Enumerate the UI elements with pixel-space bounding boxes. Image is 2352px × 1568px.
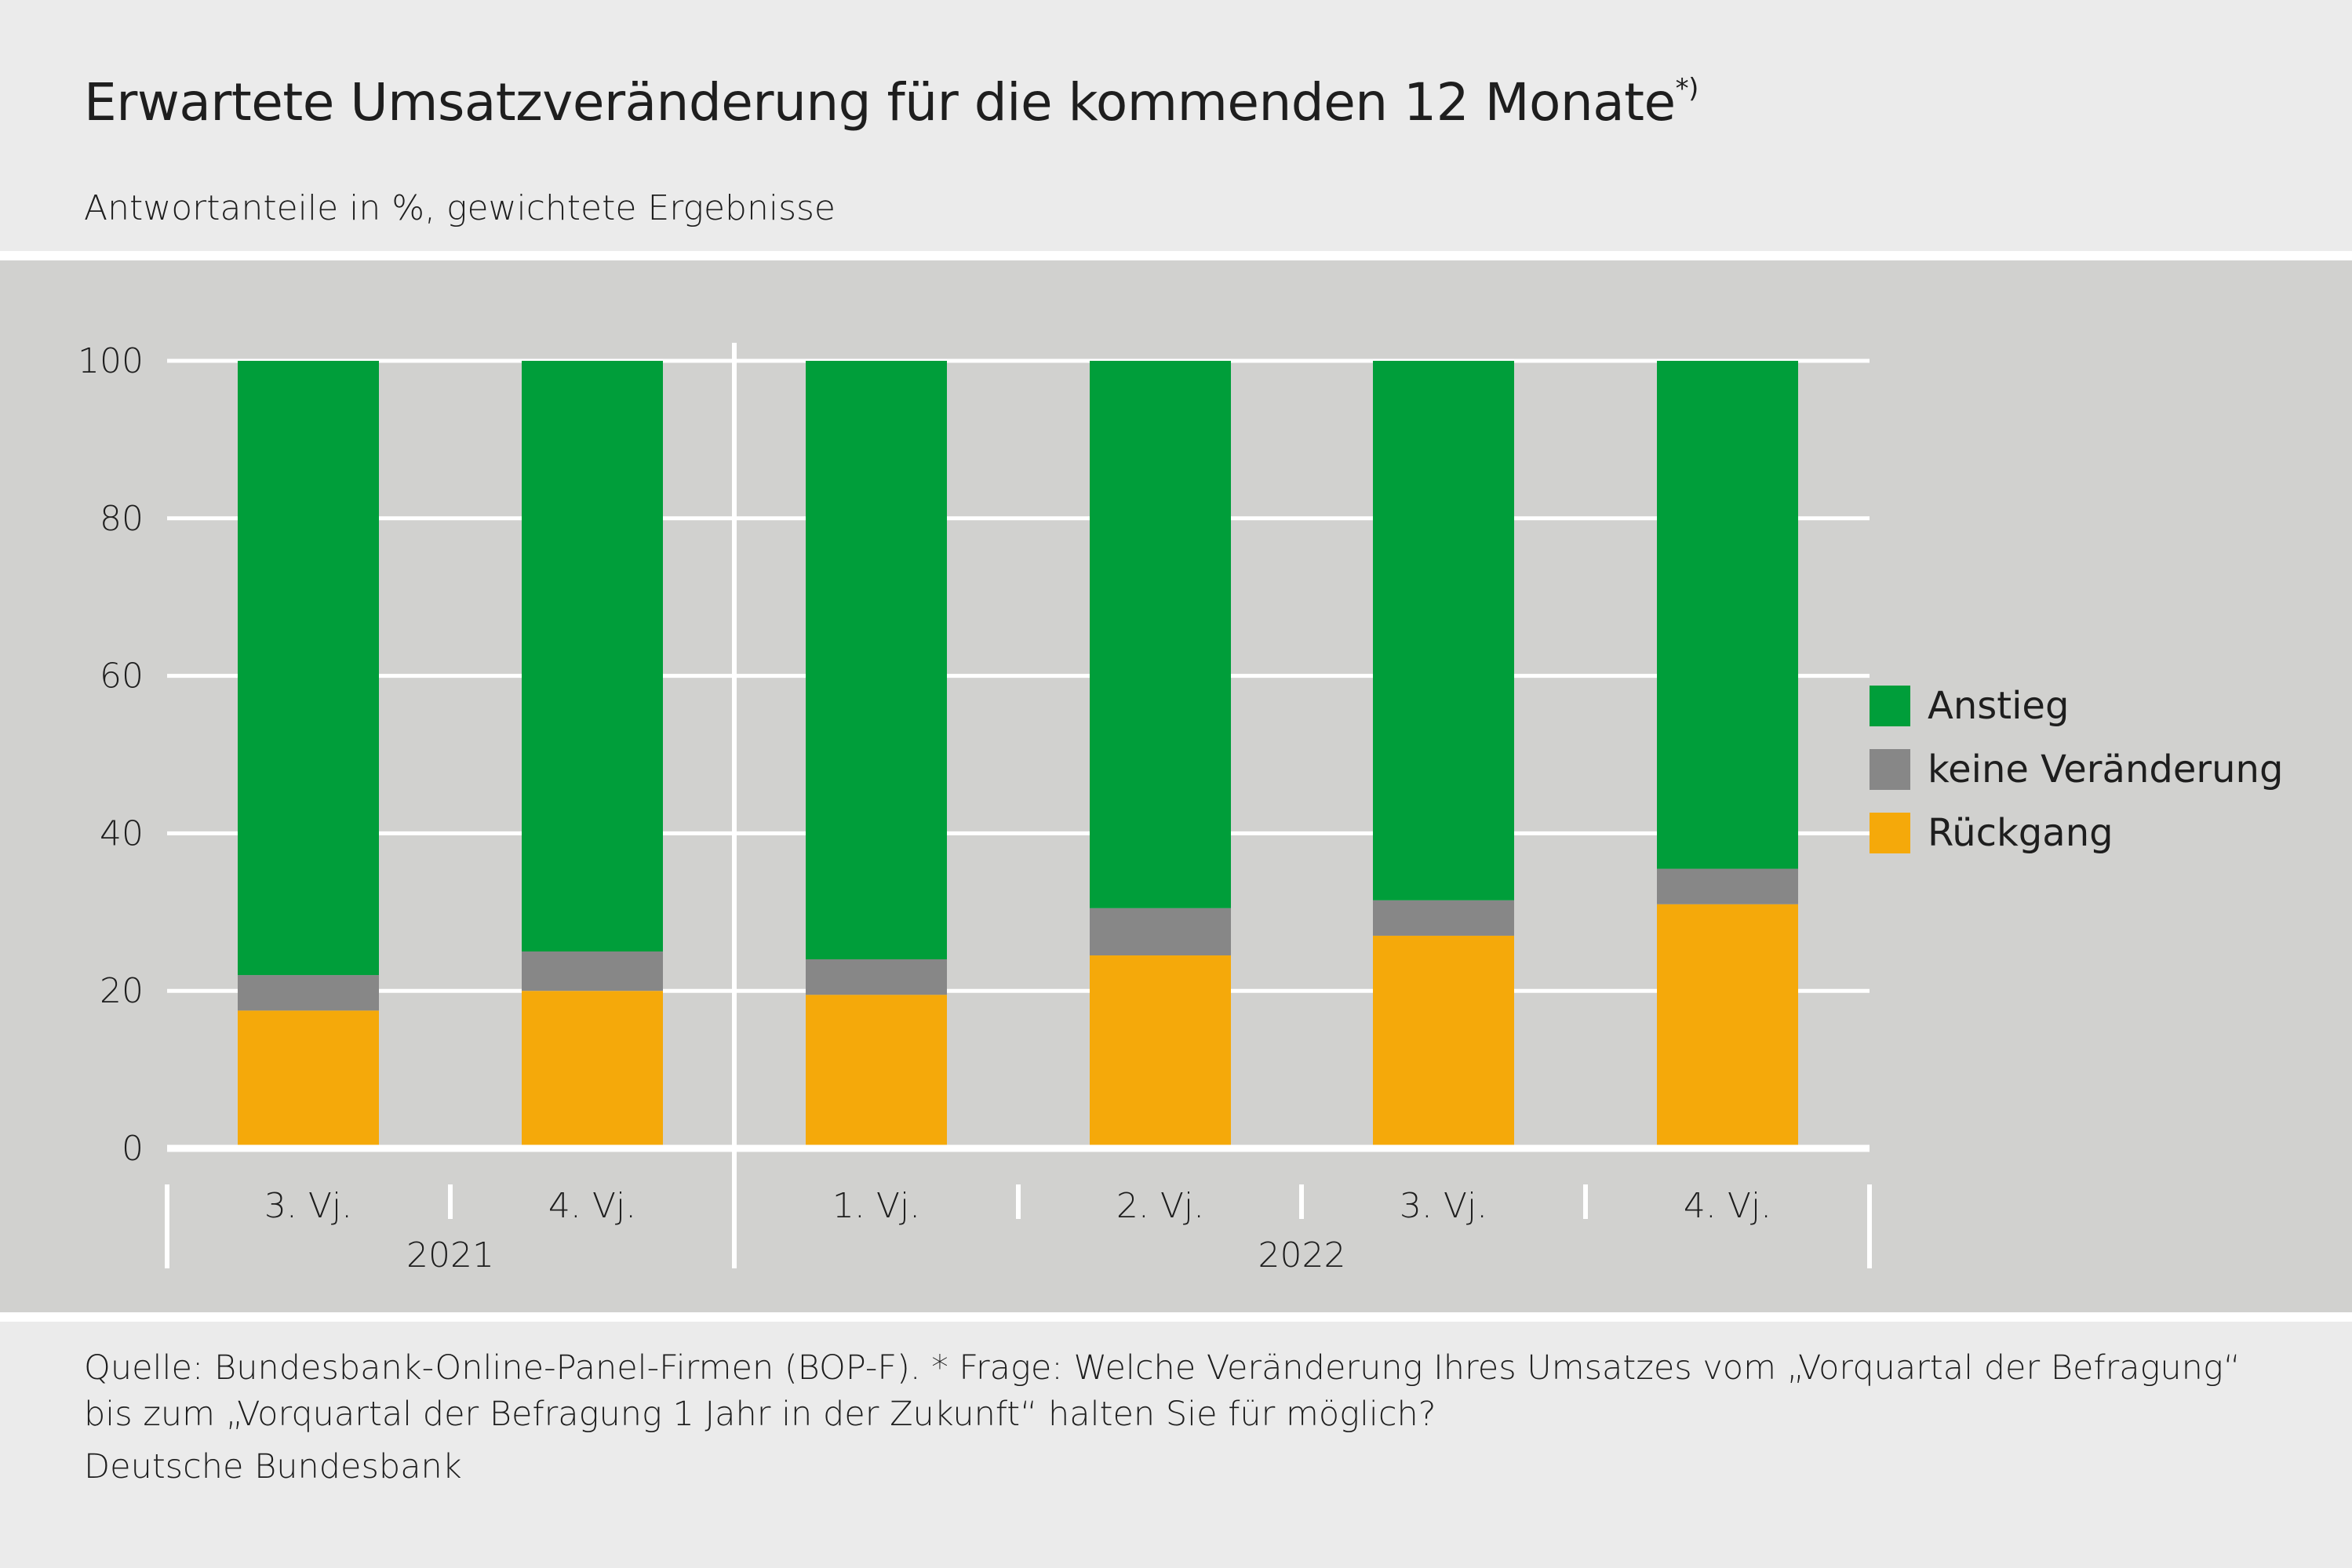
bottom-divider — [0, 1312, 2352, 1322]
x-tick-label: 3. Vj. — [1400, 1186, 1487, 1226]
chart-title-text: Erwartete Umsatzveränderung für die komm… — [84, 72, 1676, 133]
bar-segment — [1373, 935, 1514, 1148]
x-tick-label: 4. Vj. — [548, 1186, 636, 1226]
y-tick-label: 0 — [122, 1129, 144, 1169]
stacked-bar-chart: 0 20 40 60 80 100 3. Vj. 4. Vj. 1. Vj. 2. Vj. 3. V… — [78, 341, 2283, 1275]
x-tick-label: 2. Vj. — [1116, 1186, 1204, 1226]
y-tick-label: 100 — [78, 341, 144, 381]
bar-segment — [1657, 868, 1798, 904]
legend-label: Rückgang — [1928, 811, 2114, 855]
x-tick-label: 4. Vj. — [1684, 1186, 1771, 1226]
bar-segment — [522, 991, 663, 1148]
legend-swatch — [1870, 686, 1910, 726]
bar-segment — [238, 361, 379, 976]
bar-segment — [1090, 908, 1231, 956]
source-note: Quelle: Bundesbank-Online-Panel-Firmen (… — [84, 1348, 2241, 1434]
bar-segment — [806, 361, 947, 960]
chart-footer: Quelle: Bundesbank-Online-Panel-Firmen (… — [0, 1322, 2352, 1568]
x-tick-label: 1. Vj. — [832, 1186, 920, 1226]
bar-segment — [238, 975, 379, 1011]
bar-segment — [522, 361, 663, 951]
y-tick-label: 80 — [100, 499, 144, 539]
bar-segment — [238, 1010, 379, 1148]
bar-segment — [522, 951, 663, 991]
bar-segment — [1373, 900, 1514, 936]
chart-subtitle: Antwortanteile in %, gewichtete Ergebnis… — [84, 188, 836, 228]
x-tick-label: 3. Vj. — [264, 1186, 352, 1226]
title-footnote-marker: *) — [1675, 73, 1699, 104]
publisher: Deutsche Bundesbank — [84, 1447, 462, 1486]
bar-segment — [1373, 361, 1514, 900]
chart-header: Erwartete Umsatzveränderung für die komm… — [0, 0, 2352, 251]
top-divider — [0, 251, 2352, 260]
plot-area: 0 20 40 60 80 100 3. Vj. 4. Vj. 1. Vj. 2. Vj. 3. V… — [0, 260, 2352, 1312]
y-tick-label: 20 — [100, 971, 144, 1011]
bar-segment — [1657, 904, 1798, 1148]
y-tick-label: 60 — [100, 657, 144, 697]
legend-swatch — [1870, 813, 1910, 853]
y-tick-label: 40 — [100, 813, 144, 853]
legend-label: Anstieg — [1928, 684, 2069, 728]
legend-swatch — [1870, 749, 1910, 790]
legend-label: keine Veränderung — [1928, 748, 2283, 791]
bar-segment — [1090, 955, 1231, 1148]
year-label: 2022 — [1258, 1235, 1346, 1275]
bar-segment — [1657, 361, 1798, 869]
year-label: 2021 — [406, 1235, 494, 1275]
chart-title: Erwartete Umsatzveränderung für die komm… — [84, 72, 1698, 133]
bar-segment — [806, 995, 947, 1148]
bar-segment — [806, 959, 947, 995]
bar-segment — [1090, 361, 1231, 908]
